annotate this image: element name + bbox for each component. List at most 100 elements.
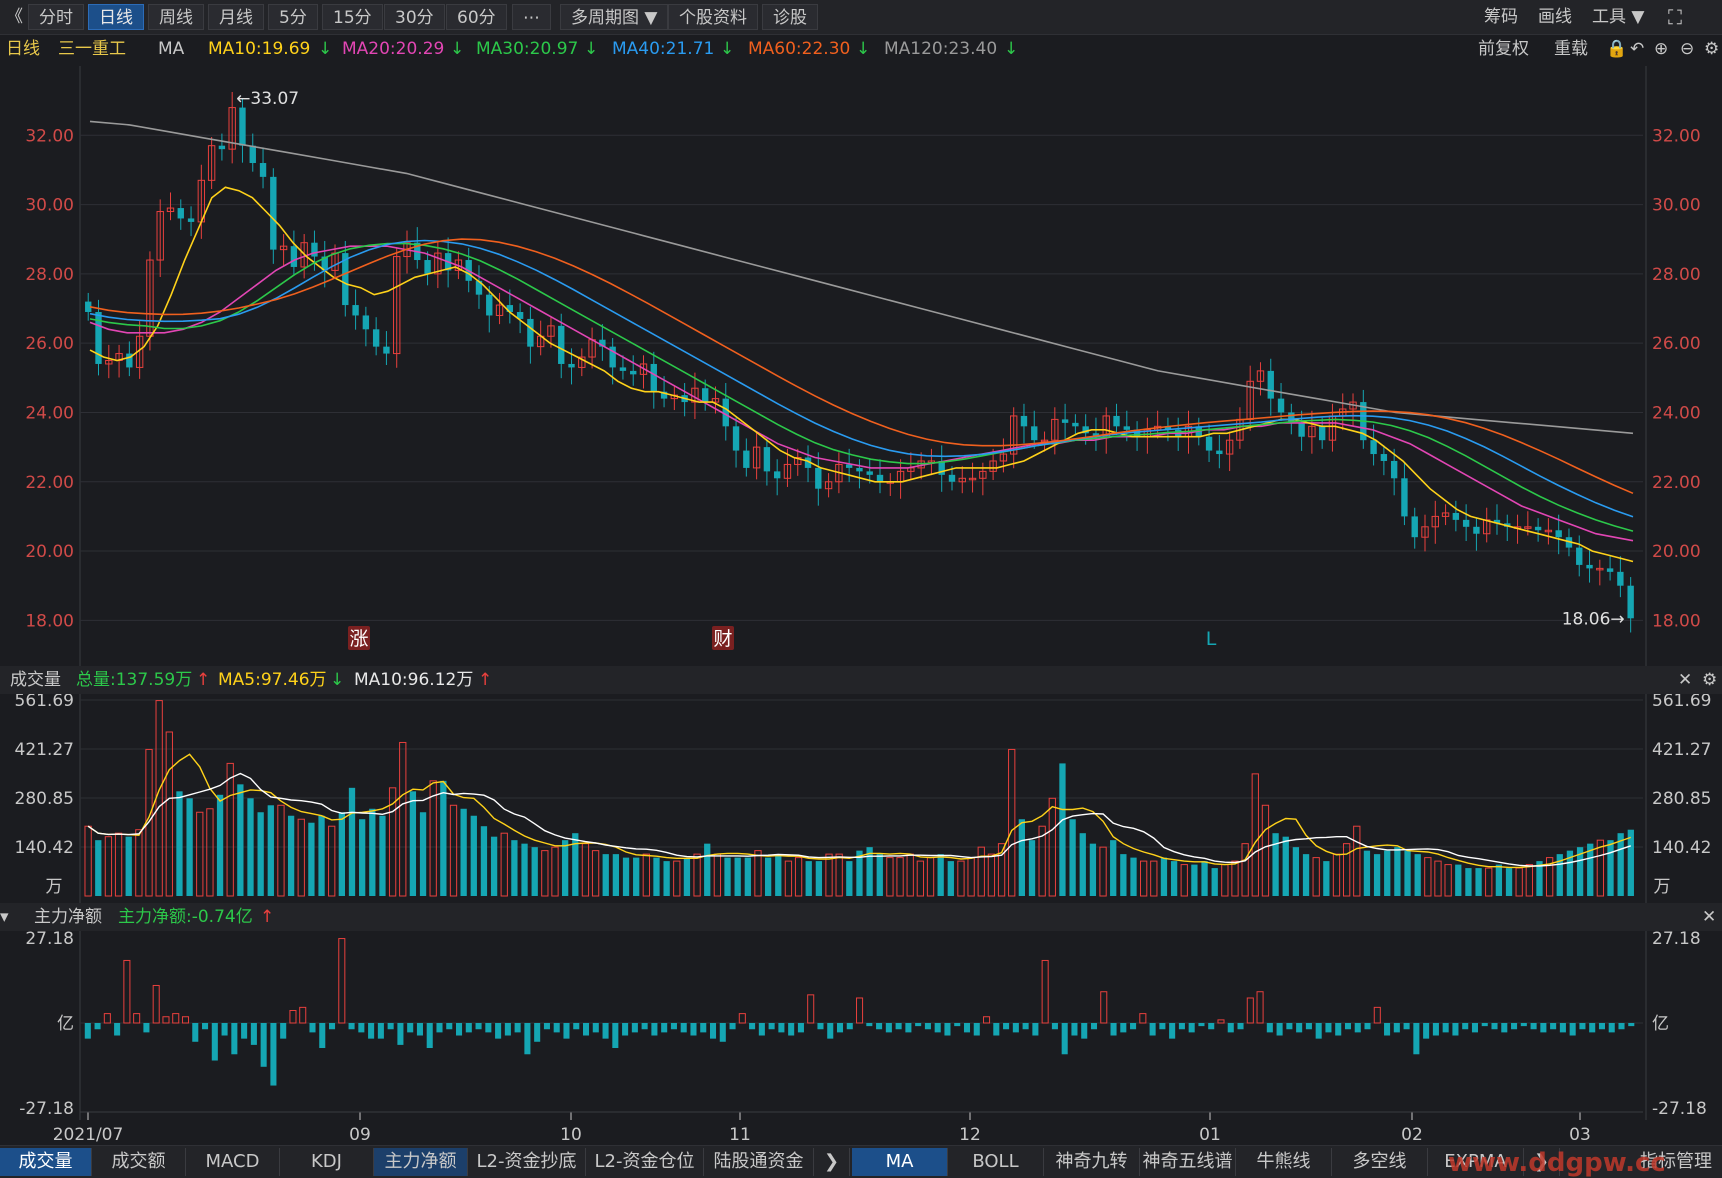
flow-bar-positive [299, 1006, 307, 1024]
period-tab-15min[interactable]: 15分 [322, 4, 383, 30]
back-button[interactable]: 《 [6, 7, 23, 27]
volume-bar-down [1069, 819, 1076, 896]
period-tab-60min[interactable]: 60分 [446, 4, 507, 30]
tab-volume[interactable]: 成交量 [0, 1148, 92, 1176]
forward-adjust-button[interactable]: 前复权 [1478, 39, 1529, 59]
flow-bar-positive [1139, 1013, 1147, 1024]
flow-bar-negative [778, 1023, 785, 1033]
collapse-panel-icon[interactable]: ▾ [0, 907, 9, 927]
tab-magic-five-lines[interactable]: 神奇五线谱 [1140, 1148, 1236, 1176]
period-tab-daily[interactable]: 日线 [88, 4, 144, 30]
candle-body-up [1256, 370, 1265, 382]
stock-info-button[interactable]: 个股资料 [668, 4, 758, 30]
tab-northbound[interactable]: 陆股通资金 [704, 1148, 814, 1176]
price-tick-label-right: 30.00 [1652, 196, 1701, 216]
period-tab-monthly[interactable]: 月线 [208, 4, 264, 30]
tab-ma[interactable]: MA [852, 1148, 948, 1176]
volume-bar-up [1150, 860, 1158, 897]
chips-button[interactable]: 筹码 [1484, 7, 1518, 27]
price-tick-label-right: 18.00 [1652, 611, 1701, 631]
candle-body-down [1390, 460, 1398, 479]
flow-bar-negative [1003, 1023, 1010, 1030]
candle-body-up [166, 207, 175, 213]
flow-bar-positive [133, 1013, 141, 1024]
candle-body-up [999, 453, 1008, 462]
volume-panel-title[interactable]: 成交量 [10, 670, 61, 690]
candle-body-down [722, 398, 729, 427]
tab-kdj[interactable]: KDJ [280, 1148, 374, 1176]
candle-body-down [95, 311, 102, 364]
close-panel-icon[interactable]: ✕ [1678, 670, 1693, 690]
tab-boll[interactable]: BOLL [948, 1148, 1044, 1176]
zoom-in-icon[interactable]: ⊕ [1654, 39, 1669, 59]
indicator-manage-button[interactable]: 指标管理 [1640, 1151, 1712, 1172]
undo-icon[interactable]: ↶ [1630, 39, 1645, 59]
flow-bar-negative [1198, 1023, 1205, 1027]
volume-bar-down [348, 787, 356, 896]
volume-bar-down [1566, 850, 1574, 896]
diagnose-button[interactable]: 诊股 [762, 4, 818, 30]
tab-macd[interactable]: MACD [186, 1148, 280, 1176]
volume-bar-up [1261, 804, 1270, 897]
volume-bar-down [1272, 833, 1279, 896]
lock-icon[interactable]: 🔒 [1606, 39, 1628, 59]
reload-button[interactable]: 重载 [1554, 39, 1588, 59]
volume-bar-down [1120, 854, 1127, 896]
flow-panel-title[interactable]: 主力净额 [34, 907, 102, 927]
volume-bar-down [1617, 833, 1624, 896]
flow-bar-negative [993, 1023, 1000, 1036]
tab-magic-nine[interactable]: 神奇九转 [1044, 1148, 1140, 1176]
indicator-name[interactable]: MA [158, 39, 185, 59]
volume-bar-up [713, 853, 722, 897]
candle-body-up [968, 477, 977, 481]
period-tab-minute[interactable]: 分时 [28, 4, 84, 30]
tab-bull-bear-line[interactable]: 牛熊线 [1236, 1148, 1332, 1176]
flow-bar-negative [358, 1023, 365, 1033]
tab-long-short-line[interactable]: 多空线 [1332, 1148, 1428, 1176]
fullscreen-icon[interactable]: ⛶ [1668, 5, 1682, 29]
volume-bar-down [409, 791, 417, 896]
draw-button[interactable]: 画线 [1538, 7, 1572, 27]
period-tab-weekly[interactable]: 周线 [148, 4, 204, 30]
tab-l2-bottom-fishing[interactable]: L2-资金抄底 [468, 1148, 586, 1176]
flow-bar-negative [846, 1023, 853, 1030]
candle-body-down [732, 426, 740, 451]
volume-bar-down [125, 836, 132, 896]
candle-body-down [619, 367, 627, 371]
tools-dropdown[interactable]: 工具 ▼ [1592, 7, 1645, 27]
period-tab-5min[interactable]: 5分 [268, 4, 318, 30]
tab-scroll-right-2-icon[interactable]: ❯ [1524, 1148, 1560, 1176]
flow-bar-negative [211, 1023, 218, 1061]
flow-bar-negative [622, 1023, 629, 1036]
candle-body-down [516, 311, 524, 319]
flow-bar-negative [241, 1023, 248, 1039]
volume-bar-up [693, 853, 701, 897]
multi-period-dropdown[interactable]: 多周期图 ▼ [560, 4, 669, 30]
marker-badge [348, 626, 370, 650]
ma120-arrow-icon: ↓ [1004, 39, 1019, 59]
zoom-out-icon[interactable]: ⊖ [1680, 39, 1695, 59]
volume-bar-up [784, 860, 793, 897]
period-tab-30min[interactable]: 30分 [384, 4, 445, 30]
settings-icon[interactable]: ⚙ [1704, 39, 1720, 59]
low-price-label: 18.06→ [1562, 609, 1625, 629]
panel-settings-icon[interactable]: ⚙ [1702, 670, 1718, 690]
tab-l2-position[interactable]: L2-资金仓位 [586, 1148, 704, 1176]
flow-bar-negative [1286, 1023, 1293, 1030]
ma20-line [89, 245, 1634, 542]
tab-main-flow[interactable]: 主力净额 [374, 1148, 468, 1176]
volume-tick-label-right: 421.27 [1652, 740, 1711, 760]
tab-turnover[interactable]: 成交额 [92, 1148, 186, 1176]
volume-bar-up [449, 804, 458, 897]
tab-scroll-right-icon[interactable]: ❯ [814, 1148, 850, 1176]
candle-body-up [495, 304, 504, 316]
volume-bar-up [642, 853, 650, 897]
tab-expma[interactable]: EXPMA [1428, 1148, 1524, 1176]
more-periods-button[interactable]: ⋯ [512, 4, 551, 30]
ma10-line [89, 186, 1634, 563]
flow-bar-negative [114, 1023, 121, 1036]
flow-bar-negative [309, 1023, 316, 1033]
volume-bar-up [967, 857, 975, 897]
close-flow-panel-icon[interactable]: ✕ [1702, 907, 1717, 927]
